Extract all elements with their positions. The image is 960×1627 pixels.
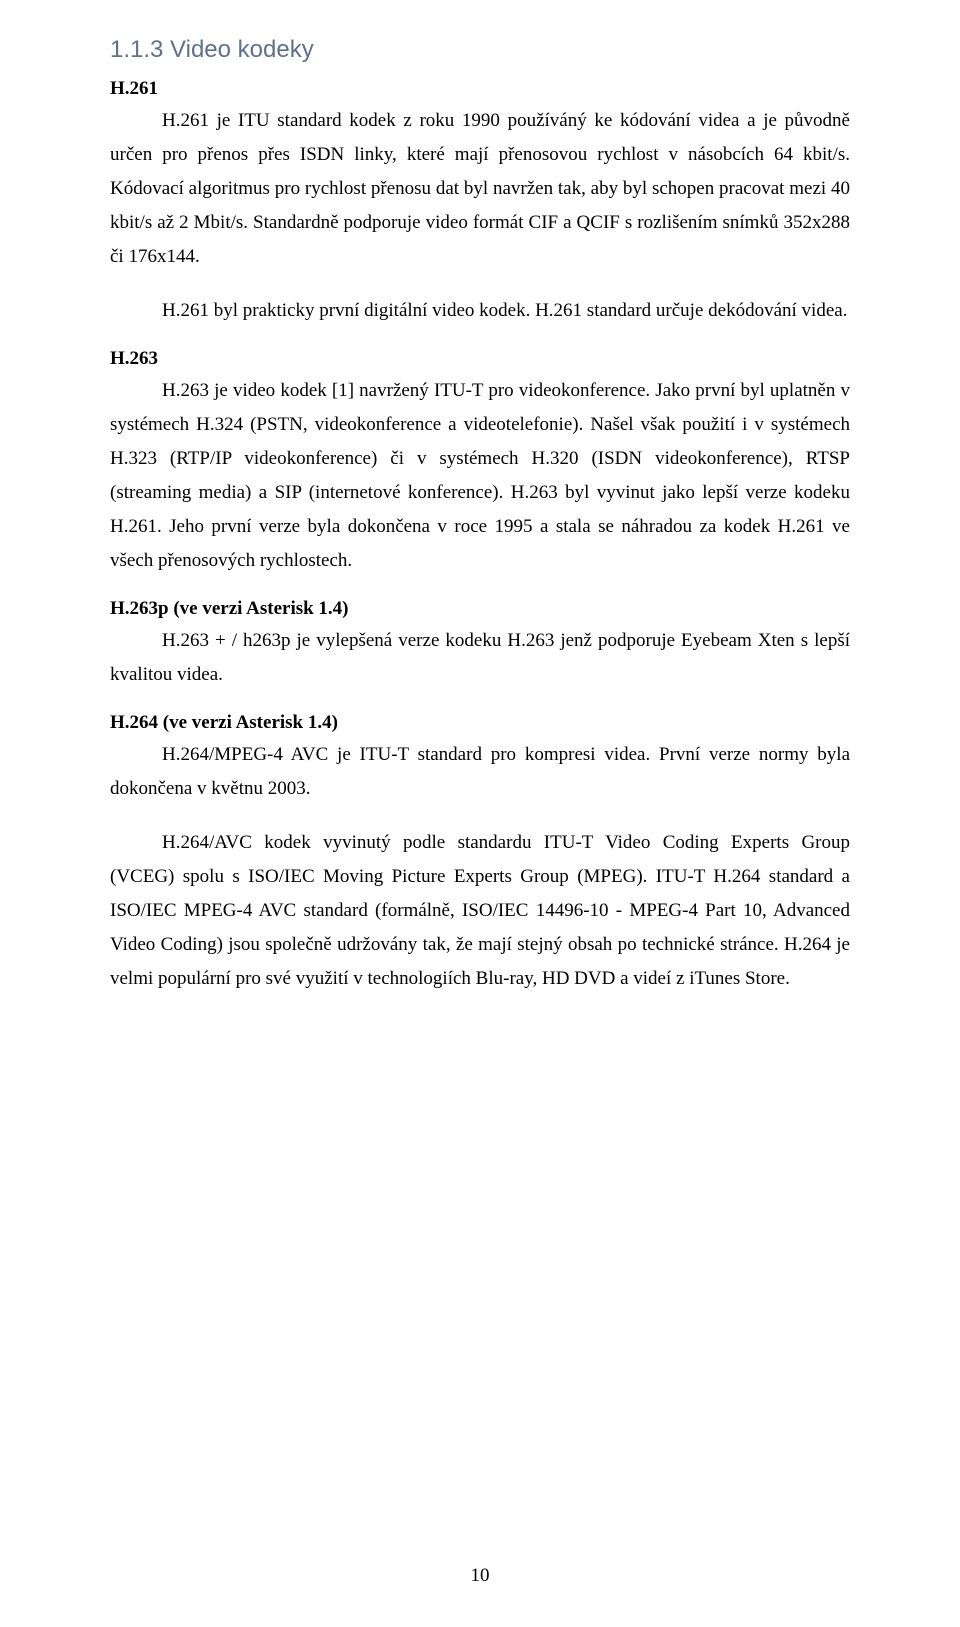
- h263-title: H.263: [110, 348, 850, 370]
- document-page: 1.1.3 Video kodeky H.261 H.261 je ITU st…: [0, 0, 960, 1627]
- h264-paragraph-2: H.264/AVC kodek vyvinutý podle standardu…: [110, 826, 850, 996]
- h263-paragraph-1: H.263 je video kodek [1] navržený ITU-T …: [110, 374, 850, 578]
- h261-paragraph-2: H.261 byl prakticky první digitální vide…: [110, 294, 850, 328]
- h263p-title: H.263p (ve verzi Asterisk 1.4): [110, 598, 850, 620]
- page-number: 10: [0, 1565, 960, 1587]
- section-heading: 1.1.3 Video kodeky: [110, 36, 850, 64]
- h261-paragraph-1: H.261 je ITU standard kodek z roku 1990 …: [110, 104, 850, 274]
- h263p-paragraph-1: H.263 + / h263p je vylepšená verze kodek…: [110, 624, 850, 692]
- h264-title: H.264 (ve verzi Asterisk 1.4): [110, 712, 850, 734]
- h261-title: H.261: [110, 78, 850, 100]
- h264-paragraph-1: H.264/MPEG-4 AVC je ITU-T standard pro k…: [110, 738, 850, 806]
